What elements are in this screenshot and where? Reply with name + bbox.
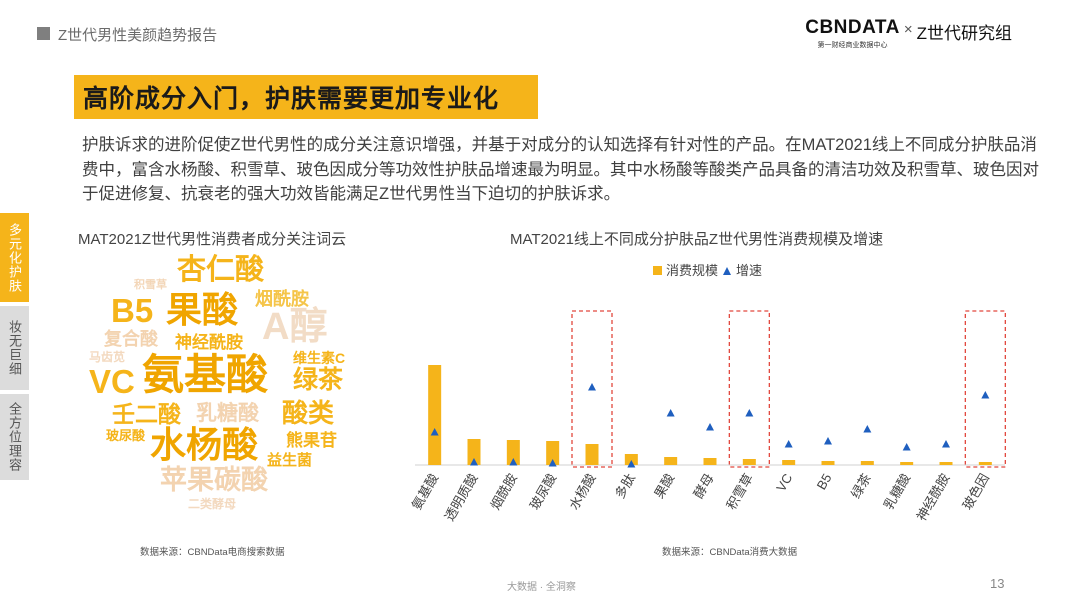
cloud-word: A醇: [262, 306, 328, 348]
growth-triangle: [588, 383, 596, 391]
cloud-word: VC: [89, 363, 135, 400]
logo: CBNDATA 第一财经商业数据中心 × Z世代研究组: [805, 18, 1012, 50]
bar: [860, 461, 874, 465]
bar: [428, 365, 442, 465]
cloud-word: 玻尿酸: [106, 428, 146, 443]
bar: [782, 460, 796, 465]
growth-triangle: [981, 391, 990, 399]
cloud-word: 绿茶: [293, 366, 344, 394]
cloud-word: 果酸: [166, 289, 239, 330]
growth-triangle: [902, 443, 911, 451]
page-number: 13: [990, 576, 1005, 591]
growth-triangle: [470, 458, 478, 466]
cloud-word: 杏仁酸: [177, 254, 265, 286]
x-tick-label: 神经酰胺: [914, 471, 953, 524]
legend-bar-swatch: [653, 266, 662, 275]
cloud-word: 熊果苷: [286, 431, 337, 450]
x-tick-label: 氨基酸: [409, 471, 441, 512]
bar: [978, 462, 992, 465]
cloud-word: 神经酰胺: [175, 333, 243, 352]
x-tick-label: B5: [814, 471, 835, 492]
legend-triangle-swatch: [723, 267, 731, 275]
growth-triangle: [509, 458, 518, 466]
bar: [742, 459, 756, 465]
cloud-word: 壬二酸: [112, 401, 181, 427]
x-tick-label: 透明质酸: [442, 471, 481, 524]
word-cloud: 杏仁酸 积雪草 烟酰胺 B5 果酸 A醇 复合酸 神经酰胺 马齿苋 维生素C V…: [80, 250, 380, 520]
bar: [506, 440, 520, 465]
cloud-word: B5: [111, 292, 154, 329]
x-tick-label: 烟酰胺: [487, 471, 519, 512]
growth-triangle: [745, 409, 754, 417]
legend-bar-label: 消费规模: [666, 263, 718, 278]
bar: [900, 462, 914, 465]
bar: [939, 462, 953, 465]
highlight-box: [728, 310, 770, 468]
x-tick-label: VC: [773, 471, 795, 494]
side-tab-makeup[interactable]: 妆无巨细: [0, 306, 29, 390]
chart-title: MAT2021线上不同成分护肤品Z世代男性消费规模及增速: [510, 231, 884, 248]
growth-triangle: [548, 459, 557, 467]
growth-triangle: [706, 423, 714, 431]
word-cloud-source: 数据来源：CBNData电商搜索数据: [140, 547, 285, 558]
cbndata-logo: CBNDATA 第一财经商业数据中心: [805, 18, 900, 50]
x-tick-label: 积雪草: [723, 471, 755, 512]
bar: [821, 461, 835, 465]
growth-triangle: [627, 460, 636, 468]
cloud-word: 烟酰胺: [255, 289, 309, 309]
x-tick-label: 水杨酸: [566, 471, 598, 512]
x-tick-label: 酵母: [691, 471, 717, 501]
word-cloud-title: MAT2021Z世代男性消费者成分关注词云: [78, 231, 347, 248]
cloud-word: 积雪草: [134, 279, 167, 291]
x-tick-label: 乳糖酸: [881, 471, 913, 512]
cloud-word: 酸类: [282, 398, 335, 428]
cbndata-logo-text: CBNDATA: [805, 17, 900, 38]
x-tick-label: 多肽: [612, 471, 638, 501]
intro-paragraph: 护肤诉求的进阶促使Z世代男性的成分关注意识增强，并基于对成分的认知选择有针对性的…: [82, 136, 1039, 203]
legend-triangle-label: 增速: [736, 263, 762, 278]
growth-triangle: [824, 437, 832, 445]
bar: [664, 457, 678, 465]
cloud-word: 苹果碳酸: [160, 465, 268, 495]
bar: [703, 458, 717, 465]
highlight-box: [964, 310, 1006, 468]
cloud-word: 益生菌: [267, 452, 313, 469]
cloud-word: 马齿苋: [89, 350, 126, 364]
cloud-word: 氨基酸: [142, 351, 269, 398]
growth-triangle: [430, 428, 439, 436]
bar: [585, 444, 599, 465]
header-square: [37, 27, 50, 40]
partner-logo: Z世代研究组: [916, 24, 1012, 43]
bar: [467, 439, 481, 465]
x-tick-label: 玻尿酸: [527, 471, 559, 512]
bar: [624, 454, 638, 465]
growth-triangle: [863, 425, 872, 433]
side-tabs: 多元化护肤 妆无巨细 全方位理容: [0, 213, 29, 480]
logo-times-sign: ×: [903, 21, 913, 38]
x-tick-label: 果酸: [651, 471, 677, 501]
report-title: Z世代男性美颜趋势报告: [58, 27, 218, 44]
side-tab-grooming[interactable]: 全方位理容: [0, 394, 29, 480]
x-tick-label: 绿茶: [848, 471, 874, 501]
growth-triangle: [784, 440, 793, 448]
cloud-word: 水杨酸: [150, 424, 259, 465]
growth-triangle: [666, 409, 675, 417]
cloud-word: 二类酵母: [188, 497, 237, 511]
x-tick-label: 玻色因: [959, 471, 991, 512]
cloud-word: 乳糖酸: [196, 402, 259, 425]
side-tab-skincare[interactable]: 多元化护肤: [0, 213, 29, 302]
cbndata-logo-subtitle: 第一财经商业数据中心: [817, 42, 888, 49]
growth-triangle: [942, 440, 950, 448]
bar: [546, 441, 560, 465]
headline: 高阶成分入门，护肤需要更加专业化: [83, 85, 500, 113]
footer-slogan: 大数据 · 全洞察: [507, 582, 576, 593]
headline-box: 高阶成分入门，护肤需要更加专业化: [74, 75, 538, 119]
cloud-word: 复合酸: [104, 329, 158, 349]
chart-source: 数据来源：CBNData消费大数据: [662, 547, 798, 558]
cloud-word: 维生素C: [293, 350, 346, 366]
